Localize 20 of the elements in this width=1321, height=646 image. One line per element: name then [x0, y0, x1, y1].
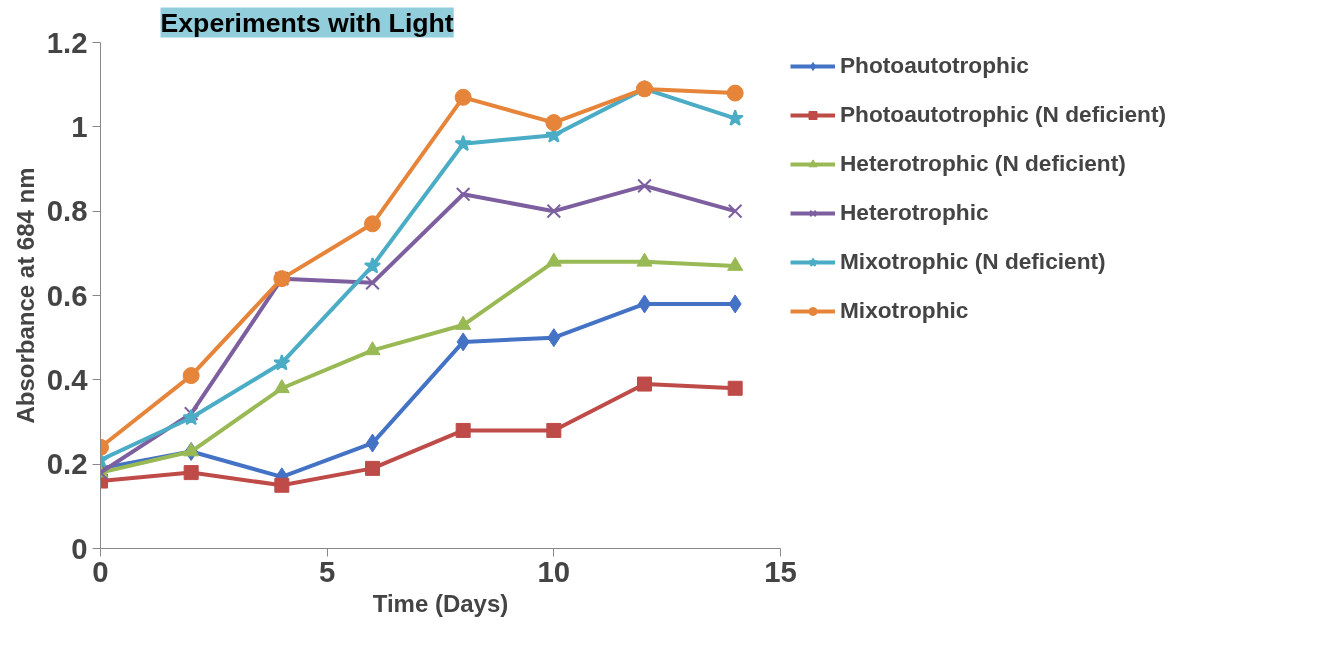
y-tick-label: 0.8	[46, 194, 88, 228]
y-tick-label: 0.4	[46, 362, 89, 396]
y-tick-label: 0.6	[46, 278, 88, 312]
legend-label: Photoautotrophic	[840, 52, 1029, 79]
y-tick-label: 1.2	[46, 25, 88, 59]
legend-label: Mixotrophic (N deficient)	[840, 248, 1106, 275]
x-tick-label: 0	[92, 554, 109, 588]
legend-label: Heterotrophic	[840, 199, 989, 226]
y-tick-label: 0	[71, 531, 88, 565]
legend-label: Heterotrophic (N deficient)	[840, 150, 1126, 177]
y-tick-label: 1	[71, 109, 88, 143]
x-tick-label: 15	[764, 554, 797, 588]
legend-label: Mixotrophic	[840, 297, 969, 324]
x-axis-title: Time (Days)	[372, 589, 509, 617]
y-tick-label: 0.2	[46, 447, 88, 481]
legend-label: Photoautotrophic (N deficient)	[840, 101, 1166, 128]
y-axis-title: Absorbance at 684 nm	[11, 167, 39, 424]
x-tick-label: 10	[537, 554, 571, 588]
x-tick-label: 5	[319, 554, 336, 588]
chart-title: Experiments with Light	[160, 7, 454, 38]
